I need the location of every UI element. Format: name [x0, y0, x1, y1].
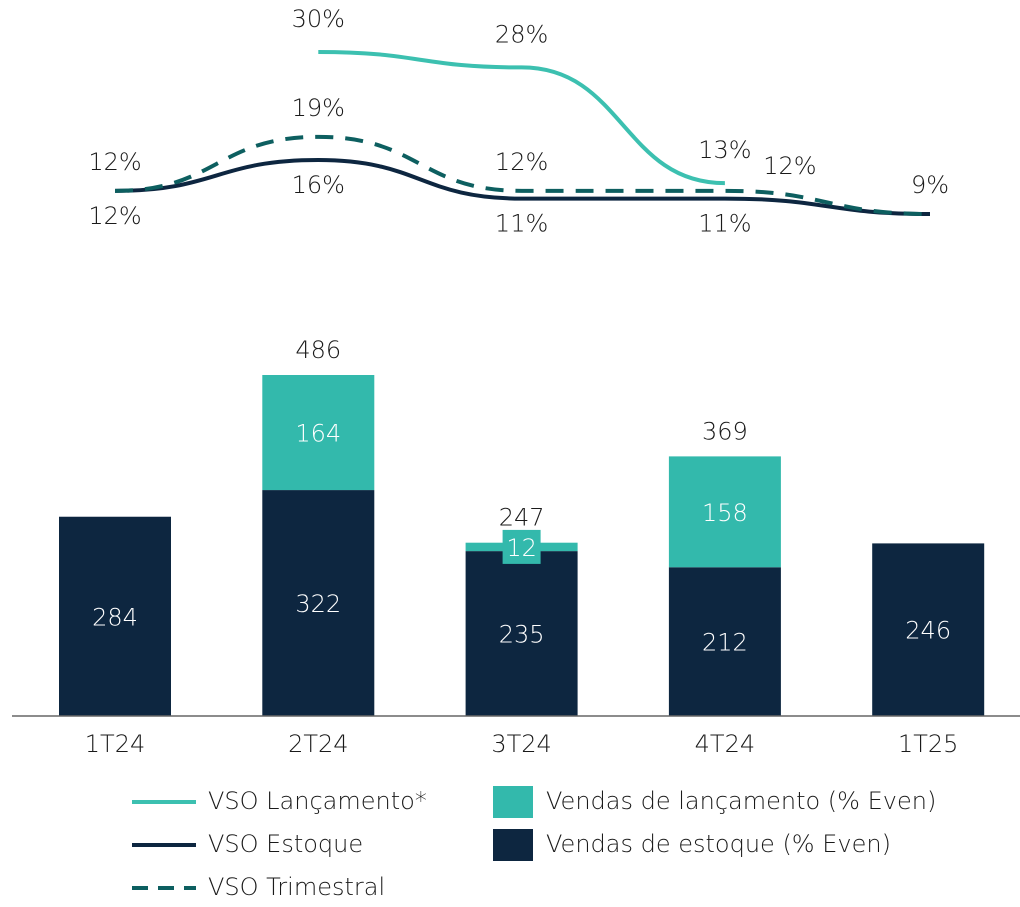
total-label: 369 [702, 417, 748, 445]
total-label: 247 [499, 504, 545, 532]
x-tick-label: 3T24 [491, 730, 551, 758]
x-tick-label: 4T24 [695, 730, 755, 758]
bar-segment [262, 490, 375, 716]
line-label: 12% [88, 148, 141, 176]
x-tick-label: 1T24 [85, 730, 145, 758]
line-label: 9% [911, 171, 949, 199]
legend-label: VSO Lançamento* [208, 787, 427, 815]
line-label: 13% [698, 136, 751, 164]
segment-label: 246 [905, 617, 951, 645]
bar-segment [668, 567, 781, 716]
line-label: 11% [495, 210, 548, 238]
total-label: 486 [295, 336, 341, 364]
legend-swatch [493, 786, 533, 818]
legend-label: VSO Trimestral [208, 873, 385, 901]
bar-segment [872, 543, 985, 716]
segment-label: 235 [499, 621, 545, 649]
line [114, 157, 931, 216]
legend-label: Vendas de lançamento (% Even) [546, 787, 936, 815]
line-label: 12% [495, 148, 548, 176]
bar-segment [59, 516, 171, 716]
line-label: 30% [292, 5, 345, 33]
line-label: 11% [698, 210, 751, 238]
bar-segment [262, 375, 375, 491]
bar-segment [465, 551, 578, 716]
segment-label: 322 [295, 590, 341, 618]
bar-segment [668, 456, 781, 568]
line-label: 12% [88, 202, 141, 230]
line-label: 19% [292, 94, 345, 122]
legend-label: VSO Estoque [208, 830, 363, 858]
x-tick-label: 1T25 [898, 730, 958, 758]
label-box [502, 529, 541, 564]
segment-label: 212 [702, 629, 748, 657]
segment-label: 158 [702, 499, 748, 527]
line [114, 134, 931, 216]
segment-label: 164 [295, 420, 341, 448]
segment-label: 284 [92, 603, 138, 631]
legend-swatch [493, 829, 533, 861]
line-label: 12% [763, 152, 816, 180]
line [318, 50, 725, 186]
legend-label: Vendas de estoque (% Even) [546, 830, 891, 858]
line-label: 16% [292, 171, 345, 199]
segment-label: 12 [506, 534, 537, 562]
x-tick-label: 2T24 [288, 730, 348, 758]
line-label: 28% [495, 20, 548, 48]
